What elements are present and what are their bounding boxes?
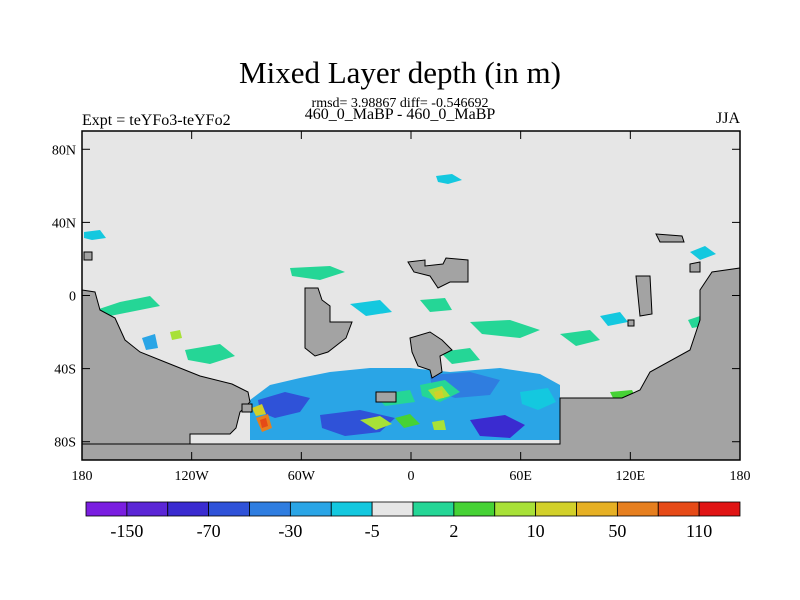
green-patch-tropics-2	[470, 320, 540, 338]
colorbar-swatch	[453, 501, 496, 517]
x-tick-label: 0	[408, 469, 415, 484]
land-alaska-tip	[689, 261, 701, 273]
green-patch-east-pacific	[96, 296, 160, 318]
colorbar-swatch	[167, 501, 210, 517]
colorbar-swatch	[535, 501, 577, 517]
green-patch-tropics-3	[560, 330, 600, 346]
colorbar-swatch	[657, 501, 700, 517]
colorbar-label: 2	[449, 521, 458, 541]
colorbar-swatch	[494, 501, 537, 517]
colorbar-label: 10	[527, 521, 545, 541]
land-islands-3	[627, 319, 635, 327]
positive-patch-south-4	[395, 414, 420, 428]
cyan-patch-north-atlantic	[436, 174, 462, 184]
land-islands-2	[375, 391, 397, 403]
colorbar-label: -30	[278, 521, 302, 541]
colorbar-swatch	[698, 501, 741, 517]
colorbar-swatch	[208, 501, 250, 517]
colorbar-swatch	[249, 501, 291, 517]
green-patch-indian	[420, 298, 452, 312]
deep-negative-patch-east	[470, 415, 525, 438]
season-label: JJA	[715, 110, 740, 127]
cyan-patch-west-pacific	[600, 312, 628, 326]
positive-patch-south-3	[360, 416, 392, 430]
green-patch-south-atlantic	[440, 348, 480, 364]
y-tick-label: 80S	[54, 436, 76, 451]
land-islands-1	[241, 403, 253, 413]
colorbar-label: -150	[110, 521, 143, 541]
colorbar-swatch	[576, 501, 618, 517]
land-northeast-strip	[655, 233, 685, 243]
land-africa	[407, 257, 469, 289]
y-axis: 80N 40N 0 40S 80S	[52, 143, 740, 451]
x-axis: 180 120W 60W 0 60E 120E 180	[72, 131, 751, 484]
colorbar-label: -5	[365, 521, 380, 541]
yellow-anomaly-drake	[252, 404, 266, 416]
x-tick-label: 60E	[509, 469, 532, 484]
cyan-patch-west-pacific-2	[690, 246, 716, 260]
y-tick-label: 40S	[54, 363, 76, 378]
land-south-africa	[409, 331, 453, 379]
land-mask	[81, 233, 741, 461]
colorbar-swatch	[289, 501, 332, 517]
stats-subtitle: rmsd= 3.98867 diff= -0.546692	[311, 96, 489, 111]
colorbar-swatch	[126, 501, 169, 517]
yellow-patch-small	[170, 330, 182, 340]
cyan-patch-north-pacific	[84, 230, 106, 240]
colorbar-swatch	[371, 501, 414, 517]
colorbar: -150 -70 -30 -5 2 10 50 110	[85, 501, 741, 541]
case-label: 460_0_MaBP - 460_0_MaBP	[304, 106, 496, 123]
y-tick-label: 40N	[52, 216, 76, 231]
deep-negative-patch-west	[258, 392, 310, 418]
yellow-patch-green-center	[434, 390, 444, 398]
chart-title: Mixed Layer depth (in m)	[239, 55, 561, 90]
colorbar-swatch	[85, 501, 128, 517]
colorbar-label: 110	[686, 521, 712, 541]
x-tick-label: 180	[72, 469, 93, 484]
x-tick-label: 120E	[616, 469, 646, 484]
green-patch-atlantic	[290, 266, 345, 280]
colorbar-label: 50	[608, 521, 626, 541]
colorbar-swatch	[412, 501, 455, 517]
colorbar-label: -70	[197, 521, 221, 541]
positive-patch-south-5	[432, 420, 446, 430]
x-tick-label: 60W	[288, 469, 316, 484]
colorbar-swatch	[616, 501, 659, 517]
x-tick-label: 120W	[175, 469, 210, 484]
land-north-pacific-edge	[83, 251, 93, 261]
x-tick-label: 180	[730, 469, 751, 484]
y-tick-label: 80N	[52, 143, 76, 158]
difference-field	[84, 174, 716, 440]
colorbar-swatch	[330, 501, 373, 517]
cyan-patch-south	[520, 388, 556, 410]
cyan-patch-indian	[350, 300, 392, 316]
cyan-patch-tropics-1	[142, 334, 158, 350]
land-east-asia-arm	[635, 275, 653, 317]
y-tick-label: 0	[69, 290, 76, 305]
green-patch-tropics-1	[185, 344, 235, 364]
land-arabia	[304, 287, 353, 357]
large-positive-anomaly-2	[260, 418, 268, 428]
experiment-label: Expt = teYFo3-teYFo2	[82, 112, 231, 129]
